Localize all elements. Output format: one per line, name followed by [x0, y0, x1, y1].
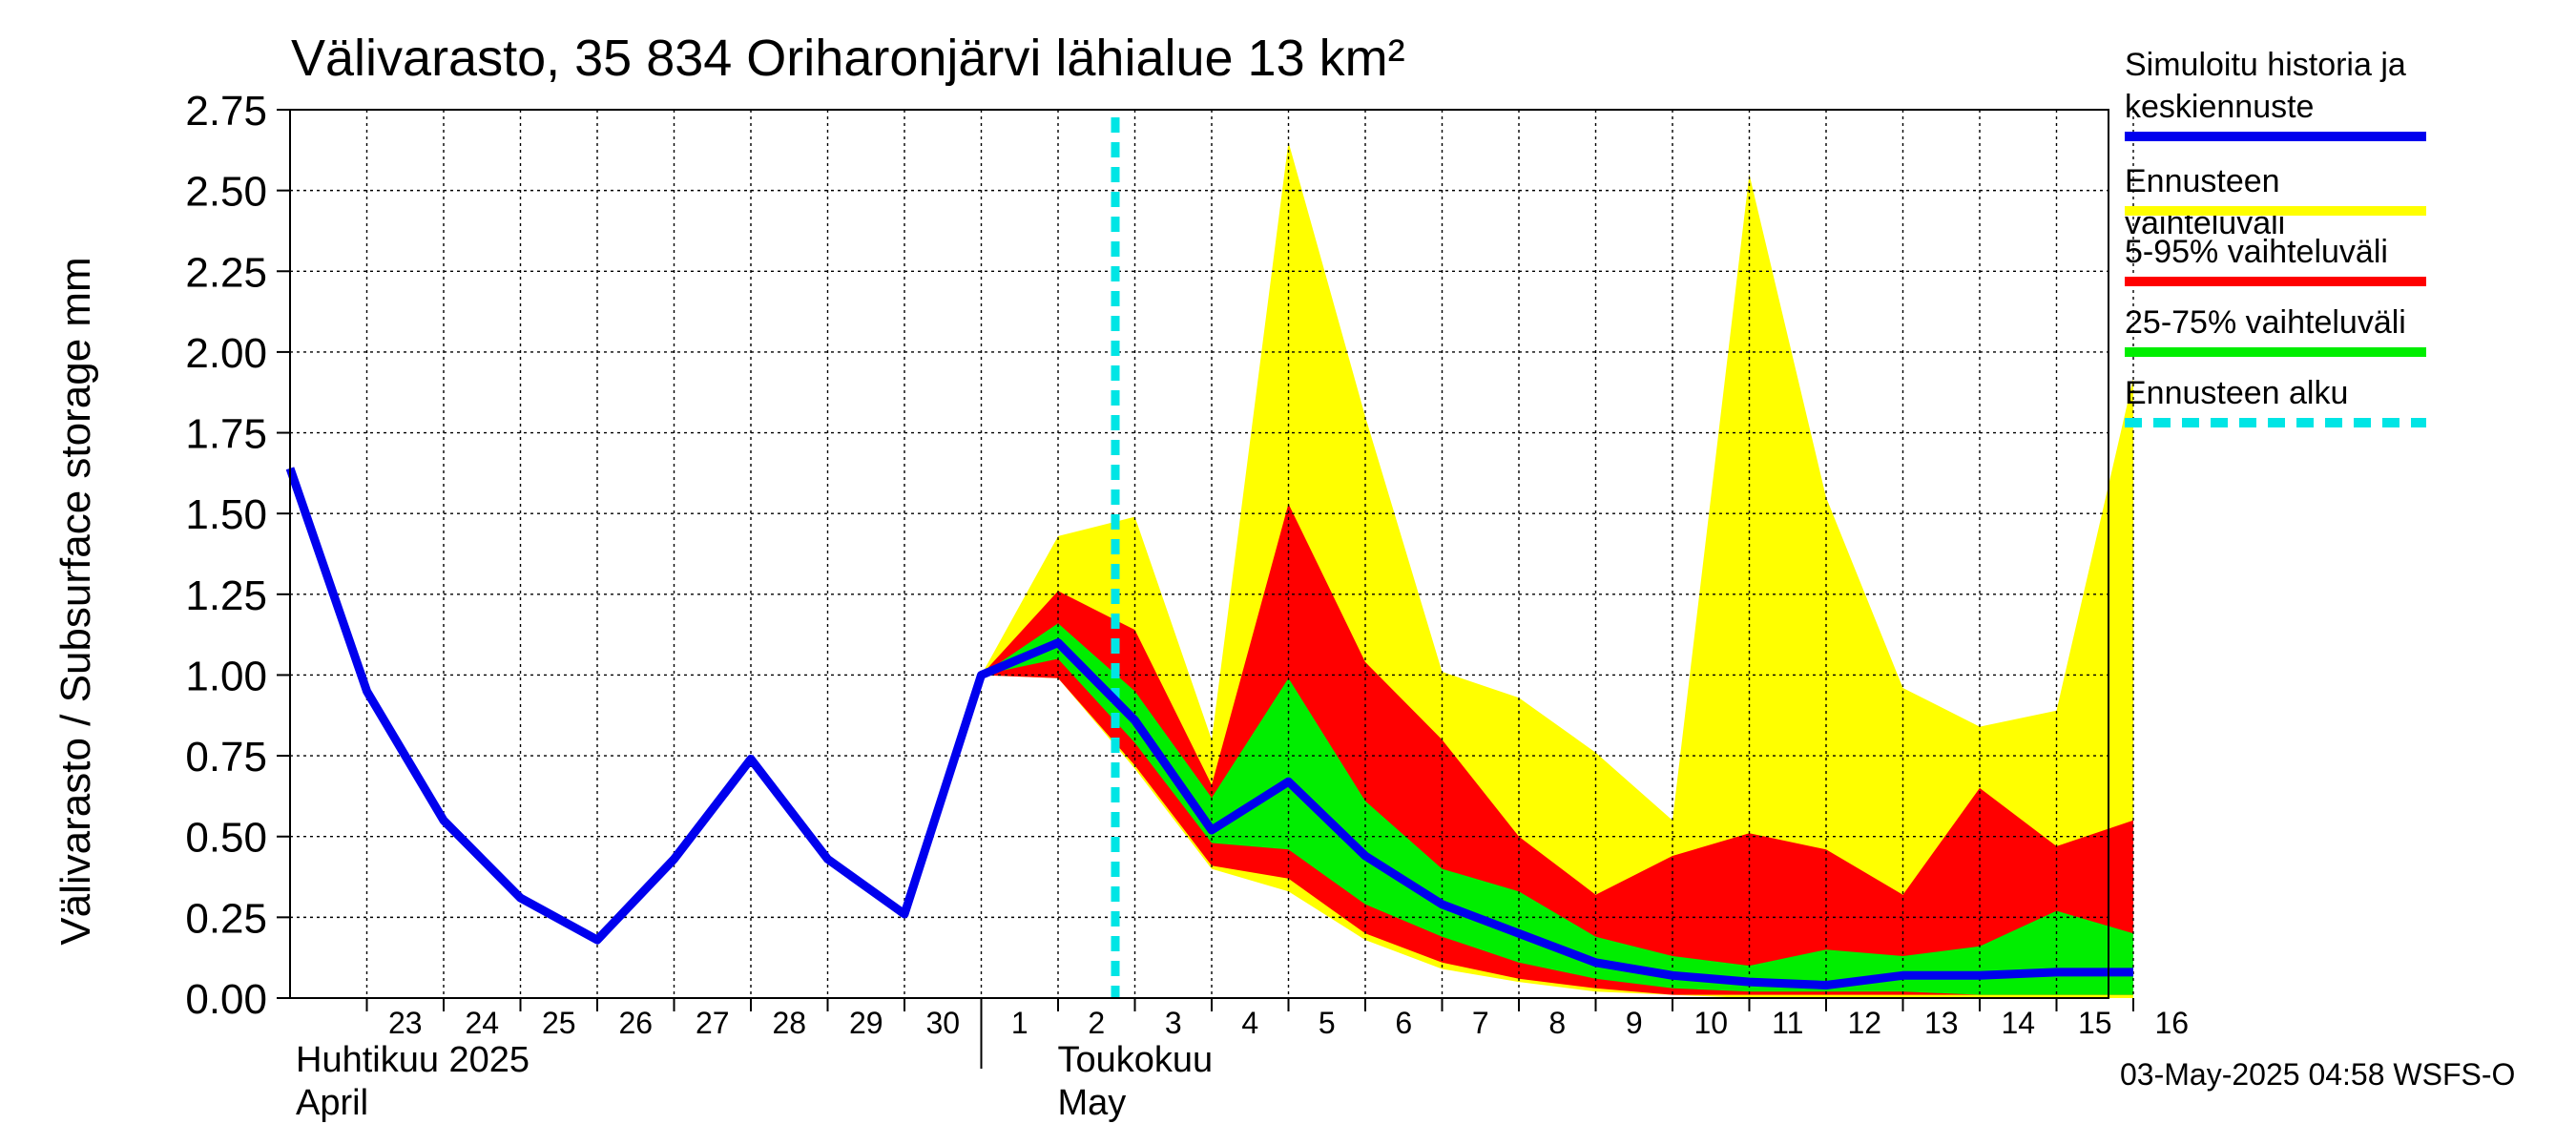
legend-label-range: Ennusteen vaihteluväli [2125, 163, 2286, 241]
x-tick-label: 28 [772, 1006, 806, 1040]
x-tick-label: 14 [2001, 1006, 2035, 1040]
x-tick-label: 15 [2078, 1006, 2112, 1040]
series-lines [285, 117, 2133, 998]
x-tick-label: 11 [1772, 1006, 1803, 1040]
y-tick-label: 1.50 [185, 491, 267, 538]
legend-label-forecast-start: Ennusteen alku [2125, 375, 2349, 411]
x-tick-label: 9 [1626, 1006, 1643, 1040]
y-tick-label: 2.50 [185, 169, 267, 216]
x-tick-label: 6 [1395, 1006, 1412, 1040]
legend-item-forecast-start: Ennusteen alku [2125, 372, 2430, 427]
x-tick-label: 2 [1088, 1006, 1105, 1040]
y-tick-label: 0.25 [185, 895, 267, 942]
median-line [285, 467, 2133, 989]
band-25-75 [981, 623, 2133, 995]
x-tick-label: 5 [1319, 1006, 1336, 1040]
legend-label-p5-95: 5-95% vaihteluväli [2125, 234, 2388, 270]
axes: 0.00 0.25 0.50 0.75 1.00 1.25 1.50 1.75 2.00 2.25… [185, 88, 2189, 1123]
y-tick-label: 0.00 [185, 976, 267, 1023]
legend-swatch-p25-75 [2125, 347, 2426, 357]
legend-label-p25-75: 25-75% vaihteluväli [2125, 304, 2406, 341]
x-tick-label: 4 [1241, 1006, 1258, 1040]
month-label-en: May [1058, 1083, 1127, 1123]
x-tick-label: 23 [388, 1006, 423, 1040]
chart-title: Välivarasto, 35 834 Oriharonjärvi lähial… [291, 30, 1405, 87]
x-tick-label: 3 [1165, 1006, 1182, 1040]
x-tick-label: 25 [542, 1006, 576, 1040]
x-tick-label: 8 [1548, 1006, 1566, 1040]
x-tick-label: 24 [465, 1006, 499, 1040]
x-tick-label: 7 [1472, 1006, 1489, 1040]
legend-swatch-history [2125, 132, 2426, 141]
y-tick-label: 2.25 [185, 249, 267, 296]
x-tick-label: 13 [1924, 1006, 1959, 1040]
legend-item-range: Ennusteen vaihteluväli [2125, 160, 2430, 244]
x-tick-label: 30 [925, 1006, 960, 1040]
y-tick-label: 0.75 [185, 734, 267, 781]
y-tick-label: 2.00 [185, 330, 267, 377]
legend-item-p25-75: 25-75% vaihteluväli [2125, 302, 2430, 357]
legend-item-p5-95: 5-95% vaihteluväli [2125, 231, 2430, 286]
band-5-95 [981, 504, 2133, 995]
month-label-en: April [296, 1083, 368, 1123]
y-tick-label: 0.50 [185, 815, 267, 862]
legend-swatch-p5-95 [2125, 277, 2426, 286]
month-label-fi: Huhtikuu 2025 [296, 1040, 530, 1080]
x-tick-label: 1 [1011, 1006, 1028, 1040]
x-tick-label: 26 [618, 1006, 653, 1040]
x-tick-label: 29 [849, 1006, 883, 1040]
forecast-bands [981, 141, 2133, 998]
x-tick-label: 12 [1847, 1006, 1881, 1040]
legend-swatch-forecast-start [2125, 418, 2426, 427]
month-label-fi: Toukokuu [1058, 1040, 1214, 1080]
legend-swatch-range [2125, 206, 2426, 216]
x-tick-label: 16 [2154, 1006, 2189, 1040]
legend-label-history-2: keskiennuste [2125, 89, 2315, 125]
y-tick-label: 1.00 [185, 653, 267, 699]
footer-timestamp: 03-May-2025 04:58 WSFS-O [2120, 1057, 2516, 1092]
plot-frame [289, 109, 2109, 999]
x-tick-label: 27 [696, 1006, 730, 1040]
x-tick-label: 10 [1693, 1006, 1728, 1040]
legend-item-history: Simuloitu historia ja keskiennuste [2125, 44, 2430, 141]
y-tick-label: 1.25 [185, 572, 267, 619]
y-tick-label: 1.75 [185, 411, 267, 458]
y-tick-label: 2.75 [185, 88, 267, 135]
legend-label-history-1: Simuloitu historia ja [2125, 47, 2406, 83]
